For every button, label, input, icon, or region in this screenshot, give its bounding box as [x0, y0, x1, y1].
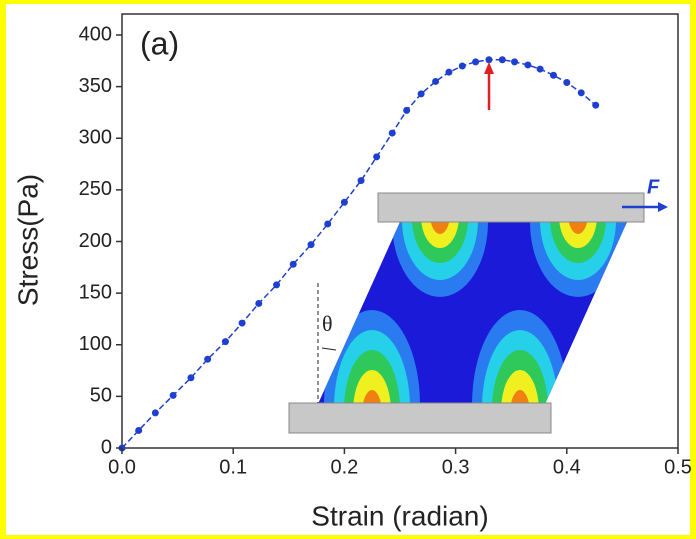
contour-blobs [324, 222, 626, 404]
data-point [458, 62, 466, 70]
data-point [485, 56, 493, 64]
data-point [373, 153, 381, 161]
y-tick-label: 50 [90, 385, 112, 407]
y-tick-label: 100 [79, 333, 112, 355]
data-point [403, 106, 411, 114]
x-tick-label: 0.4 [553, 456, 581, 478]
x-axis-title: Strain (radian) [311, 500, 488, 531]
data-point [524, 61, 532, 69]
data-point [273, 281, 281, 289]
data-point [445, 68, 453, 76]
data-point [357, 177, 365, 185]
x-tick-label: 0.0 [108, 456, 136, 478]
data-point [204, 355, 212, 363]
data-point [307, 241, 315, 249]
data-point [592, 101, 600, 109]
data-point [563, 78, 571, 86]
data-point [577, 89, 585, 97]
x-tick-label: 0.5 [664, 456, 692, 478]
data-point [238, 319, 246, 327]
y-tick-label: 400 [79, 23, 112, 45]
x-tick-label: 0.1 [219, 456, 247, 478]
angle-label: θ [322, 311, 333, 336]
bottom-plate [288, 402, 552, 434]
panel-label: (a) [140, 25, 179, 61]
data-point [187, 374, 195, 382]
y-axis-title: Stress(Pa) [12, 174, 43, 306]
y-tick-label: 350 [79, 75, 112, 97]
peak-arrow-head [484, 62, 494, 74]
data-point [417, 90, 425, 98]
plot-frame [121, 13, 679, 449]
data-point [432, 77, 440, 85]
data-point [340, 198, 348, 206]
x-tick-label: 0.2 [330, 456, 358, 478]
y-tick-label: 150 [79, 281, 112, 303]
y-tick-label: 250 [79, 178, 112, 200]
data-point [169, 391, 177, 399]
data-point [135, 426, 143, 434]
data-point [221, 338, 229, 346]
data-point [536, 65, 544, 73]
data-point [511, 58, 519, 66]
data-point [498, 56, 506, 64]
data-point [255, 299, 263, 307]
data-point [289, 260, 297, 268]
data-point [388, 129, 396, 137]
y-tick-label: 0 [101, 436, 112, 458]
data-point [324, 220, 332, 228]
y-tick-label: 300 [79, 127, 112, 149]
x-tick-label: 0.3 [442, 456, 470, 478]
force-arrow-head [658, 202, 668, 212]
data-point [472, 58, 480, 66]
force-label: F [647, 176, 660, 198]
data-point [151, 409, 159, 417]
top-plate [377, 192, 645, 223]
y-tick-label: 200 [79, 230, 112, 252]
data-point [549, 71, 557, 79]
angle-arrow [321, 347, 337, 351]
